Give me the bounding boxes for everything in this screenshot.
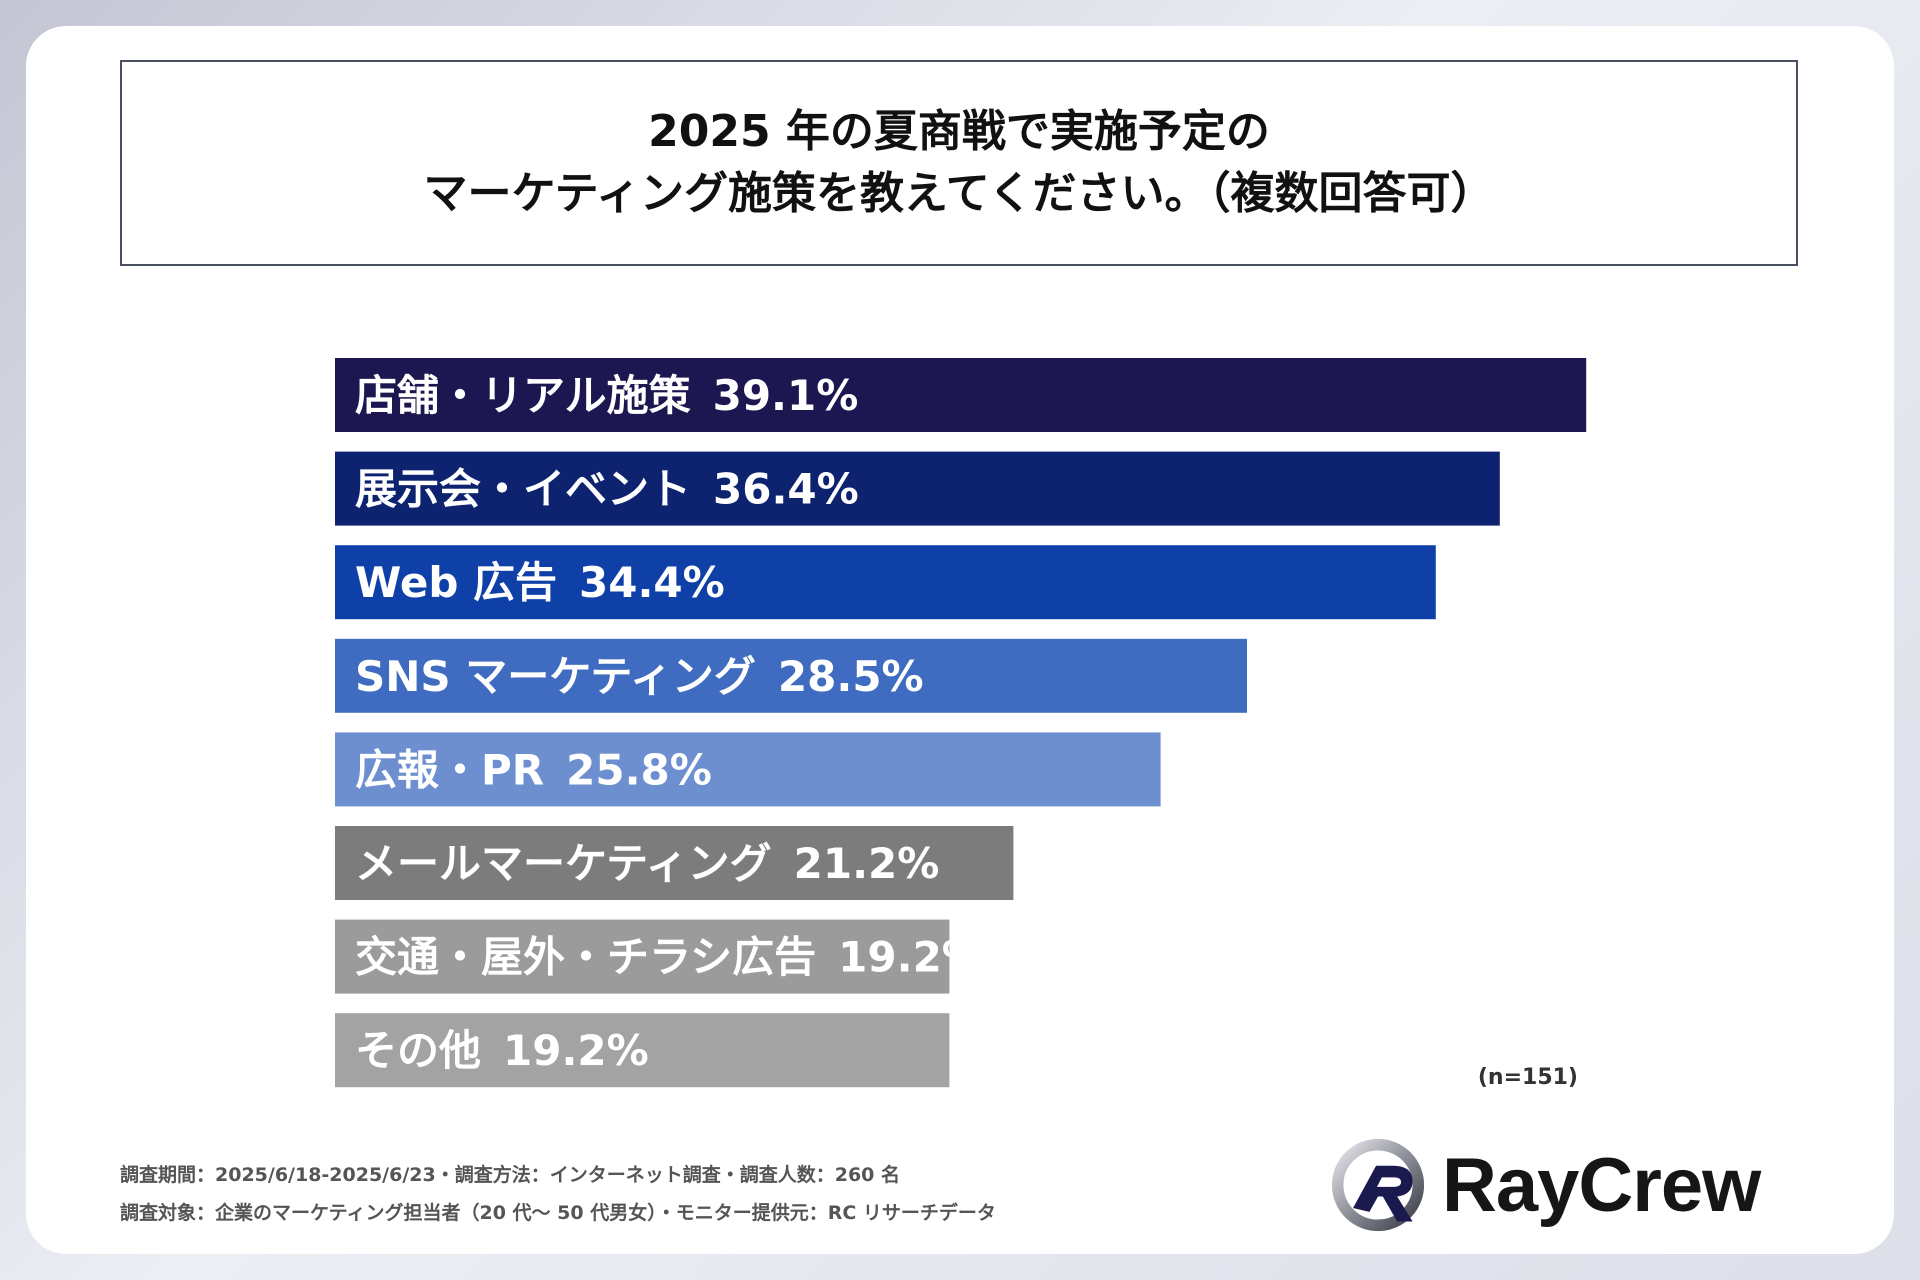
bar-category-8: その他 — [355, 1026, 481, 1075]
bar-category-6: メールマーケティング — [355, 839, 772, 888]
bar-category-1: 店舗・リアル施策 — [355, 371, 691, 420]
bar-value-5: 25.8% — [566, 745, 712, 794]
bar-label-2: 展示会・イベント 36.4% — [355, 465, 859, 514]
bar-1 — [335, 358, 1587, 432]
bar-value-1: 39.1% — [713, 371, 859, 420]
bar-value-4: 28.5% — [778, 652, 924, 701]
bar-label-5: 広報・PR 25.8% — [355, 745, 712, 794]
bar-label-7: 交通・屋外・チラシ広告 19.2% — [355, 933, 984, 982]
bar-6 — [335, 826, 1014, 900]
bar-5 — [335, 732, 1161, 807]
bar-category-7: 交通・屋外・チラシ広告 — [355, 933, 816, 982]
bar-8 — [335, 1013, 950, 1088]
raycrew-logo-mark-icon — [1331, 1138, 1425, 1232]
bar-category-5: 広報・PR — [355, 745, 544, 794]
bar-2 — [335, 451, 1500, 526]
sample-size-note: (n=151) — [1478, 1065, 1578, 1090]
title-box: 2025 年の夏商戦で実施予定の マーケティング施策を教えてください。（複数回答… — [120, 60, 1798, 266]
bar-7 — [335, 919, 950, 994]
bar-label-6: メールマーケティング 21.2% — [355, 839, 939, 888]
chart-title-line-1: 2025 年の夏商戦で実施予定の — [648, 106, 1270, 157]
raycrew-logo: RayCrew — [1330, 1135, 1800, 1235]
survey-period-note: 調査期間：2025/6/18-2025/6/23・調査方法：インターネット調査・… — [120, 1164, 901, 1186]
bar-4 — [335, 638, 1247, 713]
raycrew-logo-text: RayCrew — [1442, 1142, 1761, 1228]
bar-value-7: 19.2% — [838, 933, 984, 982]
bar-value-8: 19.2% — [503, 1026, 649, 1075]
bar-value-3: 34.4% — [579, 558, 725, 607]
bar-3 — [335, 545, 1436, 620]
bar-value-2: 36.4% — [713, 465, 859, 514]
chart-title-line-2: マーケティング施策を教えてください。（複数回答可） — [423, 168, 1495, 219]
bar-label-3: Web 広告 34.4% — [355, 558, 725, 607]
survey-target-note: 調査対象：企業のマーケティング担当者（20 代～ 50 代男女）・モニター提供元… — [120, 1202, 996, 1224]
bar-label-1: 店舗・リアル施策 39.1% — [355, 371, 858, 420]
bar-label-4: SNS マーケティング 28.5% — [355, 652, 924, 701]
bar-category-2: 展示会・イベント — [355, 465, 691, 514]
bar-value-6: 21.2% — [794, 839, 940, 888]
bar-category-4: SNS マーケティング — [355, 652, 756, 701]
bar-label-8: その他 19.2% — [355, 1026, 649, 1075]
bar-category-3: Web 広告 — [355, 558, 557, 607]
